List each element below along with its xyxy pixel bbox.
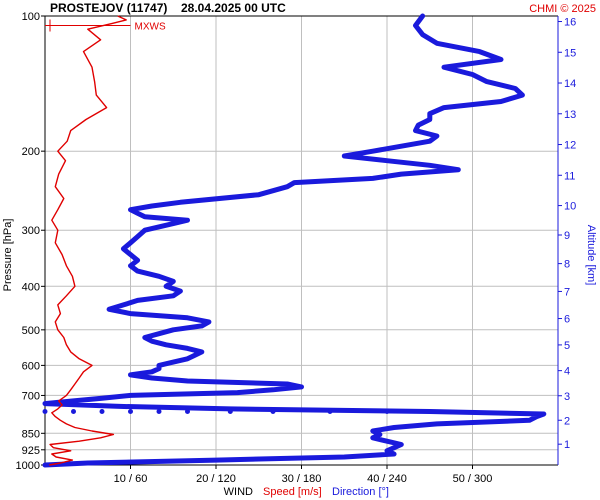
- alt-tick-label: 8: [564, 259, 570, 271]
- altitude-axis-label: Altitude [km]: [585, 225, 597, 286]
- direction-point: [128, 409, 133, 414]
- alt-tick-label: 13: [564, 109, 576, 121]
- direction-point: [42, 409, 48, 414]
- direction-point: [227, 409, 233, 414]
- alt-tick-label: 14: [564, 78, 576, 90]
- x-tick-label: 50 / 300: [453, 473, 493, 485]
- series-group: MXWS: [42, 13, 547, 468]
- direction-point: [71, 409, 76, 414]
- direction-point: [99, 409, 105, 414]
- alt-tick-label: 9: [564, 230, 570, 242]
- direction-point: [384, 409, 390, 414]
- y-tick-label: 300: [22, 225, 40, 237]
- x-tick-label: 40 / 240: [367, 473, 407, 485]
- alt-tick-label: 3: [564, 391, 570, 403]
- y-axis-label: Pressure [hPa]: [2, 219, 14, 292]
- y-tick-label: 600: [22, 360, 40, 372]
- chart-title: PROSTEJOV (11747): [50, 1, 167, 15]
- x-label-speed: Speed [m/s]: [263, 486, 322, 498]
- series-speed-line: [49, 15, 127, 466]
- alt-tick-label: 15: [564, 47, 576, 59]
- mxws-label: MXWS: [135, 22, 166, 33]
- alt-tick-label: 5: [564, 340, 570, 352]
- y-tick-label: 100: [22, 11, 40, 23]
- direction-point: [156, 409, 162, 414]
- x-label-direction: Direction [°]: [332, 486, 389, 498]
- chart-credit: CHMI © 2025: [529, 3, 596, 15]
- y-tick-label: 200: [22, 146, 40, 158]
- x-label-wind: WIND: [224, 486, 253, 498]
- x-tick-label: 30 / 180: [282, 473, 322, 485]
- alt-tick-label: 7: [564, 286, 570, 298]
- y-tick-label: 925: [22, 445, 40, 457]
- y-tick-label: 500: [22, 325, 40, 337]
- alt-tick-label: 12: [564, 140, 576, 152]
- alt-tick-label: 10: [564, 201, 576, 213]
- wind-axis: 10 / 60 20 / 120 30 / 180 40 / 240 50 / 300: [114, 465, 493, 485]
- y-tick-label: 1000: [16, 460, 40, 472]
- alt-tick-label: 2: [564, 415, 570, 427]
- alt-tick-label: 6: [564, 314, 570, 326]
- y-tick-label: 700: [22, 390, 40, 402]
- x-tick-label: 10 / 60: [114, 473, 148, 485]
- direction-point: [327, 409, 333, 414]
- alt-tick-label: 1: [564, 439, 570, 451]
- alt-tick-label: 16: [564, 17, 576, 29]
- direction-point: [185, 409, 190, 414]
- direction-point: [270, 409, 276, 414]
- y-tick-label: 850: [22, 428, 40, 440]
- alt-tick-label: 11: [564, 170, 575, 182]
- alt-tick-label: 4: [564, 366, 570, 378]
- y-tick-label: 400: [22, 281, 40, 293]
- pressure-axis: 100 200 300 400 500 600 700 850 925 1000: [16, 11, 45, 472]
- x-tick-label: 20 / 120: [196, 473, 236, 485]
- chart-datetime: 28.04.2025 00 UTC: [181, 1, 286, 15]
- series-direction-line: [42, 13, 547, 468]
